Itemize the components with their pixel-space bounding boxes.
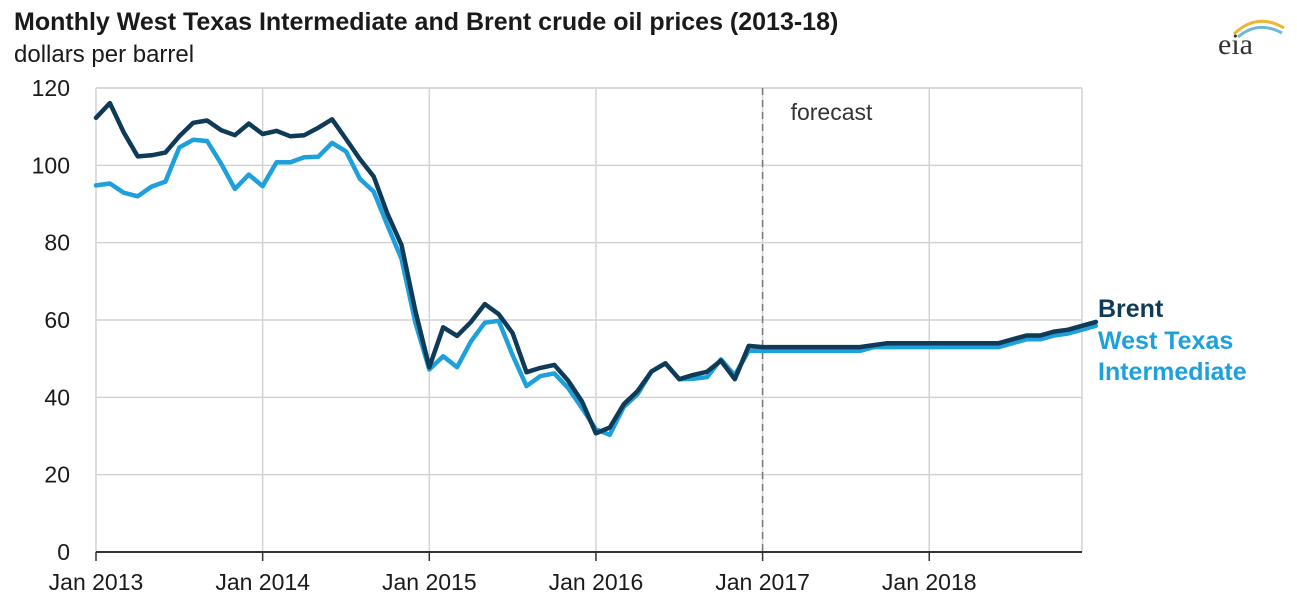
x-tick-label: Jan 2016 (549, 569, 644, 595)
chart-title: Monthly West Texas Intermediate and Bren… (14, 8, 839, 36)
y-tick-label: 100 (32, 152, 70, 178)
y-tick-label: 120 (32, 75, 70, 101)
legend: Brent West Texas Intermediate (1098, 295, 1247, 386)
forecast-label: forecast (791, 99, 873, 125)
x-tick-label: Jan 2013 (49, 569, 144, 595)
x-tick-label: Jan 2017 (715, 569, 810, 595)
x-tick-label: Jan 2014 (215, 569, 310, 595)
grid-layer (95, 87, 1083, 552)
x-tick-label: Jan 2018 (882, 569, 977, 595)
chart-subtitle: dollars per barrel (14, 41, 195, 68)
y-tick-label: 40 (44, 384, 70, 410)
logo-text: eia (1218, 28, 1253, 61)
series-layer (93, 100, 1099, 438)
y-tick-label: 0 (57, 539, 70, 565)
y-axis: 0 20 40 60 80 100 120 (32, 75, 70, 565)
eia-logo-icon: eia (1218, 19, 1285, 61)
y-tick-label: 80 (44, 230, 70, 256)
x-tick-label: Jan 2015 (382, 569, 477, 595)
legend-wti-line2: Intermediate (1098, 358, 1247, 386)
legend-brent: Brent (1098, 295, 1164, 323)
y-tick-label: 60 (44, 307, 70, 333)
y-tick-label: 20 (44, 462, 70, 488)
x-axis: Jan 2013 Jan 2014 Jan 2015 Jan 2016 Jan 2017… (49, 551, 1082, 595)
series-line-brent (93, 100, 1099, 436)
legend-wti-line1: West Texas (1098, 327, 1233, 355)
